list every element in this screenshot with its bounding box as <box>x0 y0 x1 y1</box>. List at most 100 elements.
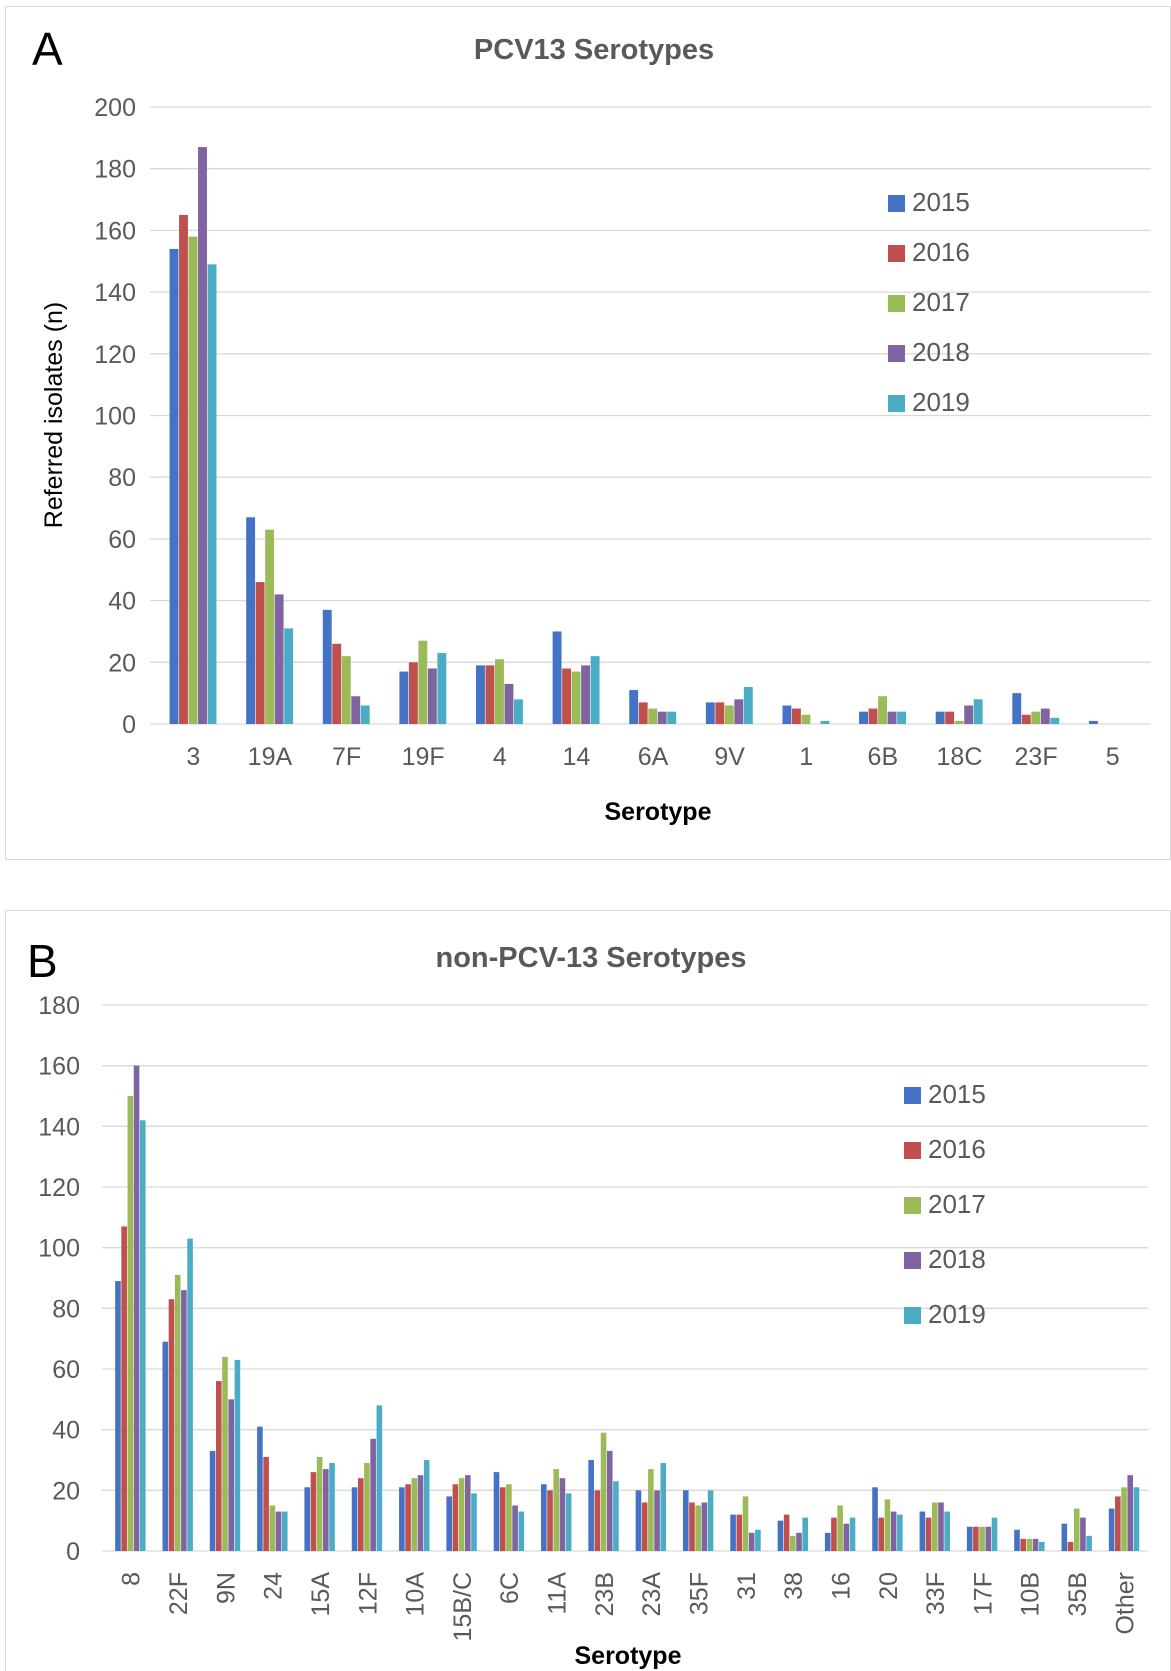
bar <box>1080 1517 1086 1551</box>
bar <box>547 1490 553 1551</box>
y-tick-label: 140 <box>94 279 136 307</box>
bar <box>364 1463 370 1551</box>
y-tick-label: 20 <box>52 1477 80 1505</box>
bar <box>1021 714 1031 724</box>
x-tick-label: 8 <box>118 1572 146 1586</box>
bar <box>919 1511 926 1551</box>
y-tick-label: 20 <box>108 649 136 677</box>
bar <box>408 662 418 724</box>
chart-title-a: PCV13 Serotypes <box>474 34 714 66</box>
bar <box>884 1499 891 1551</box>
bar <box>682 1490 689 1551</box>
y-tick-label: 60 <box>52 1356 80 1384</box>
legend-swatch <box>904 1307 921 1324</box>
bar <box>897 1514 903 1551</box>
y-tick-label: 100 <box>38 1235 80 1263</box>
bar <box>590 656 600 724</box>
bar <box>559 1478 566 1551</box>
bar <box>1067 1541 1074 1551</box>
bar <box>1014 1529 1020 1551</box>
bar <box>730 1514 736 1551</box>
bar <box>872 1487 878 1551</box>
bar <box>1012 693 1022 724</box>
bar <box>181 1290 187 1551</box>
bar <box>209 1450 216 1551</box>
bar <box>323 1469 329 1551</box>
bar <box>796 1532 802 1551</box>
bar <box>418 640 428 724</box>
bar <box>660 1463 667 1551</box>
bar <box>897 711 906 724</box>
y-tick-label: 100 <box>94 403 136 431</box>
legend-label: 2019 <box>928 1299 986 1329</box>
bar <box>541 1484 547 1551</box>
bar <box>1133 1487 1140 1551</box>
bar <box>777 1520 784 1551</box>
bar <box>638 702 648 724</box>
y-tick-label: 60 <box>108 526 136 554</box>
x-tick-label: 23B <box>591 1572 619 1616</box>
bar <box>139 1120 146 1551</box>
bar <box>351 696 361 724</box>
bar <box>1026 1538 1033 1551</box>
x-tick-label: 7F <box>332 743 361 771</box>
bar <box>701 1502 708 1551</box>
bar <box>985 1526 992 1551</box>
legend-swatch <box>904 1252 921 1269</box>
bar <box>979 1526 985 1551</box>
x-tick-label: 38 <box>780 1572 808 1600</box>
bar <box>581 665 591 724</box>
bar <box>322 609 332 724</box>
panel-label-a: A <box>32 23 63 75</box>
bar <box>304 1487 311 1551</box>
bar <box>275 1511 282 1551</box>
bar <box>405 1484 411 1551</box>
bar <box>667 711 677 724</box>
bar <box>790 1535 796 1551</box>
bar <box>464 1475 471 1551</box>
bar <box>174 1274 181 1551</box>
bar <box>1127 1475 1134 1551</box>
x-tick-label: 5 <box>1106 743 1120 771</box>
bar <box>263 1456 269 1551</box>
bar <box>887 711 897 724</box>
bar <box>1121 1487 1127 1551</box>
bar <box>954 720 964 724</box>
bar <box>411 1478 418 1551</box>
x-tick-label: 14 <box>562 743 590 771</box>
bar <box>187 1238 193 1551</box>
bar <box>1108 1508 1115 1551</box>
legend-label: 2015 <box>928 1079 986 1109</box>
bar <box>281 1511 288 1551</box>
bar <box>613 1481 619 1551</box>
bar <box>931 1502 938 1551</box>
y-tick-label: 140 <box>38 1113 80 1141</box>
legend-swatch <box>888 245 905 262</box>
bar <box>1032 1538 1039 1551</box>
bar <box>512 1505 518 1551</box>
bar <box>966 1526 973 1551</box>
x-tick-label: 1 <box>799 743 813 771</box>
y-tick-label: 0 <box>122 711 136 739</box>
bar <box>1088 720 1098 724</box>
bar <box>734 699 744 724</box>
bar <box>427 668 437 724</box>
bar <box>207 264 217 724</box>
x-tick-label: Other <box>1111 1572 1139 1635</box>
bar <box>849 1517 856 1551</box>
legend-label: 2017 <box>928 1189 986 1219</box>
bar <box>553 1469 560 1551</box>
bar <box>499 1487 506 1551</box>
y-tick-label: 200 <box>94 94 136 122</box>
x-tick-label: 11A <box>544 1572 572 1615</box>
bar <box>493 1472 500 1551</box>
y-tick-label: 120 <box>38 1174 80 1202</box>
y-tick-label: 160 <box>94 217 136 245</box>
x-tick-label: 19A <box>248 743 293 771</box>
chart-b: B non-PCV-13 Serotypes Serotype 0 20 40 60 8… <box>27 935 1148 1670</box>
bar <box>234 1359 241 1551</box>
bar <box>506 1484 512 1551</box>
bar <box>284 628 294 724</box>
bar <box>783 1514 790 1551</box>
x-tick-label: 16 <box>827 1572 855 1600</box>
